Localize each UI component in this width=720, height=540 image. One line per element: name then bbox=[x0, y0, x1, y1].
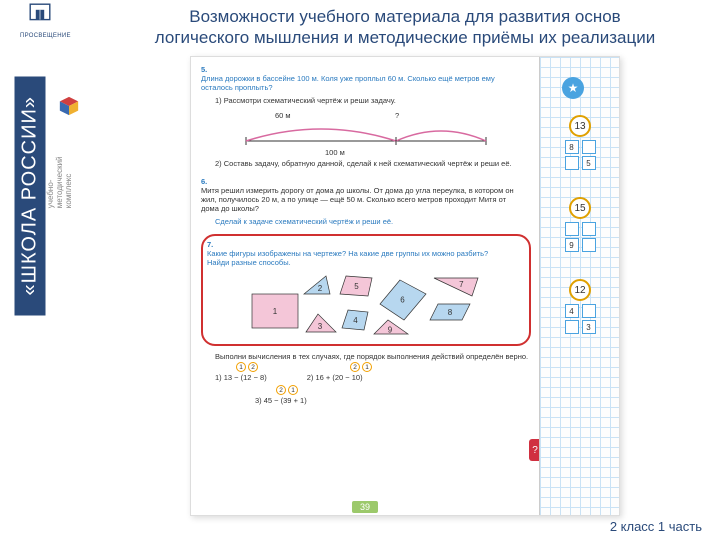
shape-label: 2 bbox=[318, 284, 323, 293]
number-cell bbox=[582, 238, 596, 252]
slide-title: Возможности учебного материала для разви… bbox=[100, 6, 710, 49]
star-icon: ★ bbox=[562, 77, 584, 99]
calc-intro: Выполни вычисления в тех случаях, где по… bbox=[215, 352, 531, 361]
title-line-2: логического мышления и методические приё… bbox=[100, 27, 710, 48]
number-cell bbox=[582, 304, 596, 318]
diagram-bottom-label: 100 м bbox=[325, 148, 345, 157]
number-cell bbox=[582, 222, 596, 236]
calc-row: 3) 45 − (39 + 1) bbox=[215, 395, 531, 406]
calc-expr: 3) 45 − (39 + 1) bbox=[255, 396, 307, 405]
shape-label: 6 bbox=[400, 295, 405, 304]
textbook-page: 5. Длина дорожки в бассейне 100 м. Коля … bbox=[190, 56, 620, 516]
sidebar-number-group: 12 43 bbox=[552, 279, 608, 336]
task-number: 6. bbox=[201, 177, 215, 186]
task-5-diagram: 60 м ? 100 м bbox=[215, 111, 517, 149]
page-number: 39 bbox=[352, 501, 378, 513]
calc-expr: 2) 16 + (20 − 10) bbox=[307, 373, 363, 382]
sidebar-number-group: 15 9 bbox=[552, 197, 608, 254]
diagram-left-label: 60 м bbox=[275, 111, 291, 120]
shape-label: 4 bbox=[353, 316, 358, 325]
order-circle: 1 bbox=[236, 362, 246, 372]
order-circle: 1 bbox=[362, 362, 372, 372]
order-circle: 2 bbox=[276, 385, 286, 395]
number-cell: 3 bbox=[582, 320, 596, 334]
number-cell bbox=[582, 140, 596, 154]
number-cell bbox=[565, 222, 579, 236]
shape-label: 9 bbox=[388, 325, 393, 334]
shape-label: 3 bbox=[318, 322, 323, 331]
brand-sidebar: ПРОСВЕЩЕНИЕ учебно- методический комплек… bbox=[0, 0, 70, 540]
number-cell: 9 bbox=[565, 238, 579, 252]
shape-label: 1 bbox=[273, 307, 278, 316]
title-line-1: Возможности учебного материала для разви… bbox=[100, 6, 710, 27]
number-cell: 8 bbox=[565, 140, 579, 154]
calc-rows: 12211) 13 − (12 − 8)2) 16 + (20 − 10)213… bbox=[215, 361, 531, 406]
publisher-name: ПРОСВЕЩЕНИЕ bbox=[20, 33, 60, 39]
group-row: 9 bbox=[552, 238, 608, 252]
task-text: Митя решил измерить дорогу от дома до шк… bbox=[201, 186, 515, 214]
series-label: «ШКОЛА РОССИИ» bbox=[15, 76, 46, 315]
umk-label: учебно- методический комплекс bbox=[47, 156, 73, 208]
group-total: 13 bbox=[569, 115, 591, 137]
shape-label: 8 bbox=[448, 308, 453, 317]
shape-label: 7 bbox=[459, 280, 464, 289]
group-row: 5 bbox=[552, 156, 608, 170]
shape-label: 5 bbox=[354, 282, 359, 291]
task-5-sub1: 1) Рассмотри схематический чертёж и реши… bbox=[215, 96, 531, 105]
task-5: 5. Длина дорожки в бассейне 100 м. Коля … bbox=[201, 65, 531, 169]
calc-row: 1) 13 − (12 − 8) 2) 16 + (20 − 10) bbox=[215, 372, 531, 383]
calc-expr: 1) 13 − (12 − 8) bbox=[215, 373, 267, 382]
task-text: Длина дорожки в бассейне 100 м. Коля уже… bbox=[201, 74, 515, 93]
order-circle: 2 bbox=[248, 362, 258, 372]
order-circle: 1 bbox=[288, 385, 298, 395]
task-5-sub2: 2) Составь задачу, обратную данной, сдел… bbox=[215, 159, 531, 168]
number-cell bbox=[565, 156, 579, 170]
publisher-logo: ПРОСВЕЩЕНИЕ bbox=[20, 0, 60, 50]
publisher-logo-icon bbox=[26, 0, 54, 28]
group-row: 3 bbox=[552, 320, 608, 334]
group-total: 15 bbox=[569, 197, 591, 219]
number-cell: 4 bbox=[565, 304, 579, 318]
sidebar-number-group: 13 85 bbox=[552, 115, 608, 172]
umk-cube-icon bbox=[58, 95, 80, 117]
footer-note: 2 класс 1 часть bbox=[610, 519, 702, 534]
page-side-column: ★ 13 85 15 9 12 43 bbox=[539, 57, 619, 515]
order-circle: 2 bbox=[350, 362, 360, 372]
task-7-shapes: 1 2 3 4 5 6 7 8 9 bbox=[219, 274, 525, 336]
task-7-highlight: 7. Какие фигуры изображены на чертеже? Н… bbox=[201, 234, 531, 346]
task-number: 5. bbox=[201, 65, 215, 74]
task-number: 7. bbox=[207, 240, 221, 249]
task-6-sub: Сделай к задаче схематический чертёж и р… bbox=[215, 217, 531, 226]
calc-row: 21 bbox=[215, 384, 531, 395]
task-text: Какие фигуры изображены на чертеже? На к… bbox=[207, 249, 509, 268]
page-main-column: 5. Длина дорожки в бассейне 100 м. Коля … bbox=[191, 57, 539, 515]
number-cell bbox=[565, 320, 579, 334]
group-row: 8 bbox=[552, 140, 608, 154]
group-row bbox=[552, 222, 608, 236]
shape-7 bbox=[434, 278, 478, 296]
task-6: 6. Митя решил измерить дорогу от дома до… bbox=[201, 177, 531, 227]
diagram-right-label: ? bbox=[395, 111, 399, 120]
calc-row: 1221 bbox=[215, 361, 531, 372]
group-row: 4 bbox=[552, 304, 608, 318]
number-cell: 5 bbox=[582, 156, 596, 170]
group-total: 12 bbox=[569, 279, 591, 301]
